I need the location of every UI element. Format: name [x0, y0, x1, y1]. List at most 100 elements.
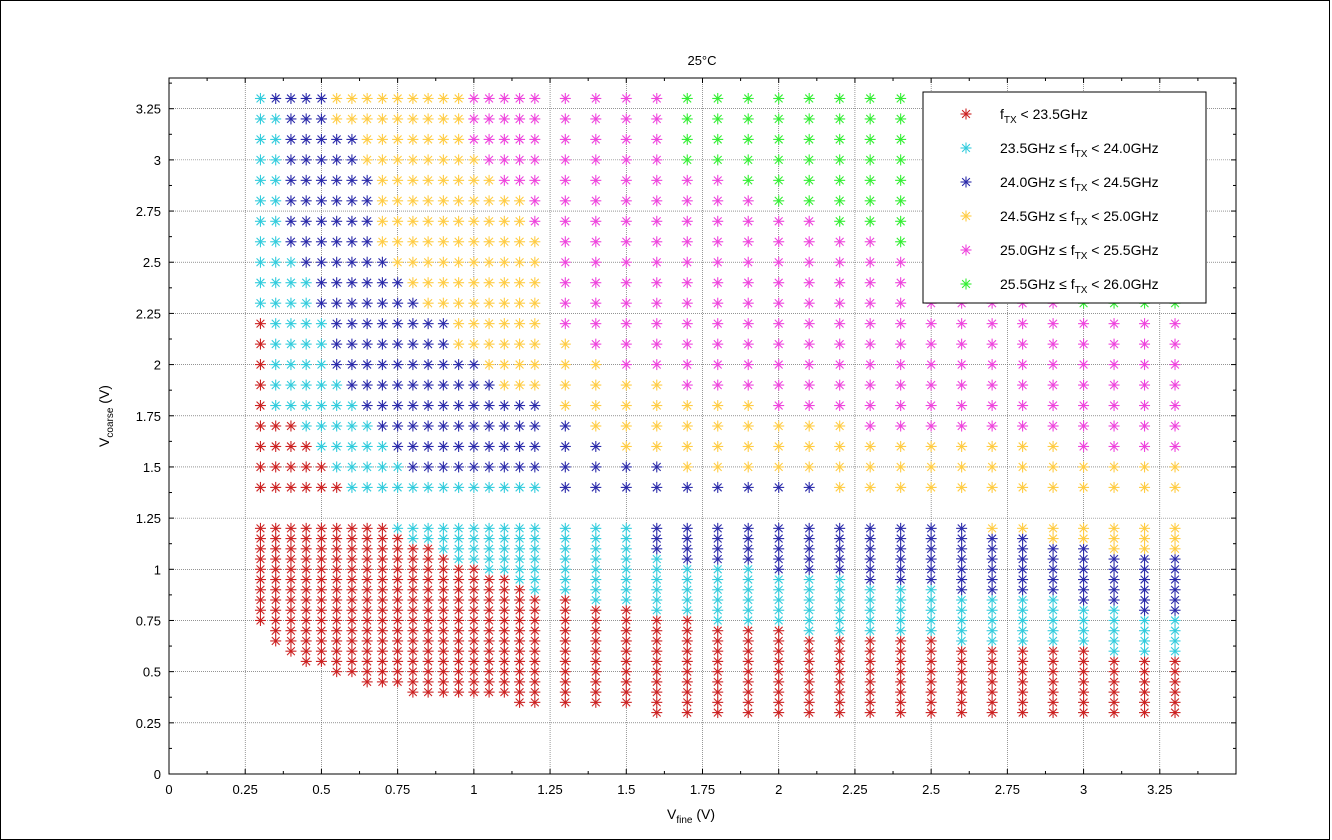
data-point [468, 646, 479, 657]
data-point [560, 676, 571, 687]
data-point [834, 421, 845, 432]
data-point [651, 134, 662, 145]
data-point [331, 421, 342, 432]
data-point [392, 676, 403, 687]
data-point [956, 625, 967, 636]
data-point [743, 523, 754, 534]
data-point [331, 543, 342, 554]
data-point [926, 697, 937, 708]
data-point [529, 380, 540, 391]
data-point [1109, 584, 1120, 595]
data-point [1048, 421, 1059, 432]
data-point [362, 605, 373, 616]
data-point [865, 441, 876, 452]
data-point [743, 216, 754, 227]
data-point [301, 113, 312, 124]
data-point [560, 482, 571, 493]
data-point [255, 523, 266, 534]
data-point [743, 584, 754, 595]
data-point [743, 134, 754, 145]
data-point [682, 676, 693, 687]
data-point [682, 195, 693, 206]
data-point [956, 543, 967, 554]
data-point [1017, 421, 1028, 432]
data-point [743, 697, 754, 708]
data-point [773, 257, 784, 268]
data-point [301, 625, 312, 636]
data-point [682, 666, 693, 677]
data-point [423, 615, 434, 626]
data-point [895, 318, 906, 329]
y-tick-label: 2.75 [136, 204, 161, 219]
data-point [346, 605, 357, 616]
data-point [346, 175, 357, 186]
data-point [987, 400, 998, 411]
data-point [407, 656, 418, 667]
data-point [773, 707, 784, 718]
data-point [392, 574, 403, 585]
data-point [331, 666, 342, 677]
data-point [895, 277, 906, 288]
data-point [834, 687, 845, 698]
data-point [651, 697, 662, 708]
data-point [407, 646, 418, 657]
data-point [407, 236, 418, 247]
data-point [392, 482, 403, 493]
data-point [438, 482, 449, 493]
data-point [895, 646, 906, 657]
data-point [438, 400, 449, 411]
data-point [529, 113, 540, 124]
data-point [423, 666, 434, 677]
data-point [956, 533, 967, 544]
data-point [301, 195, 312, 206]
data-point [743, 533, 754, 544]
data-point [301, 257, 312, 268]
data-point [834, 257, 845, 268]
data-point [895, 635, 906, 646]
data-point [621, 400, 632, 411]
data-point [590, 257, 601, 268]
data-point [773, 543, 784, 554]
data-point [392, 461, 403, 472]
data-point [682, 441, 693, 452]
data-point [407, 195, 418, 206]
data-point [1078, 533, 1089, 544]
data-point [804, 257, 815, 268]
data-point [712, 154, 723, 165]
data-point [346, 543, 357, 554]
data-point [651, 93, 662, 104]
data-point [468, 257, 479, 268]
data-point [1139, 676, 1150, 687]
data-point [682, 461, 693, 472]
data-point [499, 154, 510, 165]
data-point [438, 543, 449, 554]
data-point [834, 605, 845, 616]
data-point [499, 400, 510, 411]
data-point [651, 461, 662, 472]
data-point [987, 687, 998, 698]
data-point [651, 625, 662, 636]
data-point [773, 134, 784, 145]
data-point [423, 605, 434, 616]
data-point [1170, 584, 1181, 595]
data-point [392, 421, 403, 432]
data-point [392, 175, 403, 186]
data-point [956, 339, 967, 350]
x-tick-label: 1.75 [690, 782, 715, 797]
data-point [956, 707, 967, 718]
data-point [438, 656, 449, 667]
data-point [804, 533, 815, 544]
data-point [270, 113, 281, 124]
data-point [423, 533, 434, 544]
data-point [377, 646, 388, 657]
data-point [621, 635, 632, 646]
data-point [362, 175, 373, 186]
data-point [285, 595, 296, 606]
data-point [255, 533, 266, 544]
data-point [514, 359, 525, 370]
data-point [301, 318, 312, 329]
data-point [590, 318, 601, 329]
data-point [956, 676, 967, 687]
data-point [804, 646, 815, 657]
data-point [453, 195, 464, 206]
